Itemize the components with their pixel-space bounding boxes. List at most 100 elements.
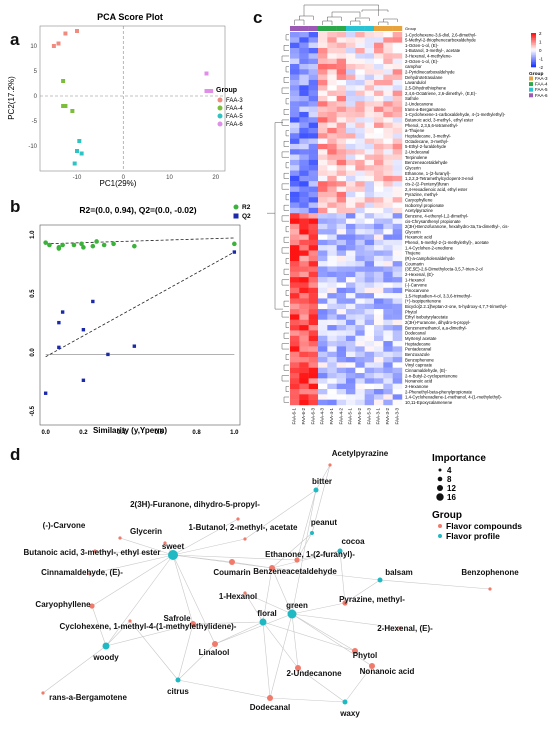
heatmap-cell [383, 101, 393, 107]
heatmap-cell [374, 122, 384, 129]
heatmap-cell [374, 58, 384, 65]
heatmap-cell [299, 63, 309, 70]
heatmap-cell [308, 32, 319, 38]
heatmap-cell [383, 85, 393, 91]
compound-label: Butanoic acid, 3-methyl-, ethyl ester [24, 548, 161, 557]
network-edge [271, 550, 341, 569]
scale-tick: -2 [539, 65, 543, 70]
heatmap-row-label: Pyrazine, methyl- [405, 192, 439, 197]
heatmap-cell [299, 143, 309, 150]
heatmap-cell [308, 101, 319, 107]
heatmap-cell [355, 165, 365, 171]
heatmap-cell [290, 383, 300, 390]
heatmap-cell [336, 357, 347, 363]
heatmap-cell [383, 330, 393, 336]
network-edge [311, 464, 331, 534]
profile-label: sweet [162, 542, 185, 551]
heatmap-cell [318, 277, 328, 283]
r2-point [90, 243, 96, 249]
heatmap-cell [392, 277, 403, 283]
heatmap-cell [299, 202, 309, 209]
permutation-legend-swatch [233, 213, 239, 219]
heatmap-cell [364, 266, 375, 272]
heatmap-cell [308, 266, 319, 272]
heatmap-cell [383, 122, 393, 129]
compound-label: Benzophenone [461, 568, 519, 577]
heatmap-cell [318, 234, 328, 241]
heatmap-cell [336, 101, 347, 107]
heatmap-cell [327, 58, 337, 65]
heatmap-cell [318, 149, 328, 155]
heatmap-cell [327, 63, 337, 70]
heatmap-cell [355, 399, 365, 406]
heatmap-cell [327, 90, 337, 97]
heatmap-legend-swatch [529, 87, 533, 92]
heatmap-cell [327, 250, 337, 256]
permutation-points [43, 239, 237, 395]
importance-swatch [438, 468, 442, 472]
heatmap-cell [336, 95, 347, 102]
q2-point [132, 344, 137, 348]
heatmap-cell [299, 170, 309, 177]
heatmap-cell [299, 69, 309, 75]
heatmap-cell [318, 309, 328, 315]
heatmap-cell [346, 309, 356, 315]
pca-xtick: 20 [212, 175, 219, 181]
compound-node [163, 541, 167, 545]
heatmap-cell [308, 303, 319, 310]
heatmap-cell [374, 175, 384, 182]
heatmap-cell [392, 186, 403, 193]
compound-node [295, 665, 301, 671]
compound-label: 2-Undecanone [286, 669, 342, 678]
heatmap-cell [299, 32, 309, 38]
heatmap-cell [346, 223, 356, 230]
heatmap-row-label: Benzeneacetaldehyde [405, 160, 448, 165]
heatmap-cell [392, 90, 403, 97]
pca-legend-label: FAA-3 [226, 98, 243, 104]
heatmap-cell [336, 298, 347, 304]
panel-letter-a: a [10, 30, 20, 49]
heatmap-cell [346, 58, 356, 65]
heatmap-cell [374, 351, 384, 358]
compound-node [342, 600, 348, 606]
heatmap-cell [364, 282, 375, 288]
heatmap-cell [290, 149, 300, 155]
compound-node [118, 536, 122, 540]
network-edge [291, 613, 401, 629]
heatmap-column-label: FAA-4-2 [338, 408, 343, 425]
heatmap-row-label: 2(3H)-Benzofuranone, hexahydro-3a,7a-dim… [405, 224, 509, 229]
heatmap-cell [364, 346, 375, 352]
q2-point [57, 345, 61, 350]
heatmap-cell [346, 207, 356, 214]
heatmap-cell [364, 261, 375, 267]
heatmap-cell [364, 319, 375, 326]
heatmap-cell [346, 74, 356, 81]
heatmap-cell [392, 298, 403, 304]
scale-swatch [531, 43, 536, 46]
heatmap-row-label: Hexanoic acid [405, 235, 433, 240]
heatmap-cell [327, 79, 337, 86]
heatmap-cell [392, 175, 403, 182]
heatmap-cell [299, 42, 309, 49]
heatmap-cell [364, 362, 375, 368]
heatmap-cell [374, 266, 384, 272]
heatmap-cell [346, 117, 356, 123]
group-legend-swatch [438, 524, 442, 528]
heatmap-cell [346, 154, 356, 161]
heatmap-cell [392, 293, 403, 299]
heatmap-cell [327, 239, 337, 246]
heatmap-cell [364, 191, 375, 198]
heatmap-row-label: Benzene, 4-ethenyl-1,2-dimethyl- [405, 213, 469, 218]
heatmap-cell [374, 74, 384, 81]
heatmap-cell [318, 335, 328, 342]
heatmap-cell [355, 239, 365, 246]
heatmap-row-label: 1-Cyclohexene-1-carboxaldehyde, 4-(1-met… [405, 112, 506, 117]
heatmap-cell [346, 303, 356, 310]
heatmap-cell [327, 394, 337, 400]
heatmap-cell [336, 69, 347, 75]
heatmap-cell [318, 319, 328, 326]
q2-point [81, 328, 86, 332]
heatmap-cell [346, 191, 356, 198]
heatmap-cell [336, 42, 347, 49]
